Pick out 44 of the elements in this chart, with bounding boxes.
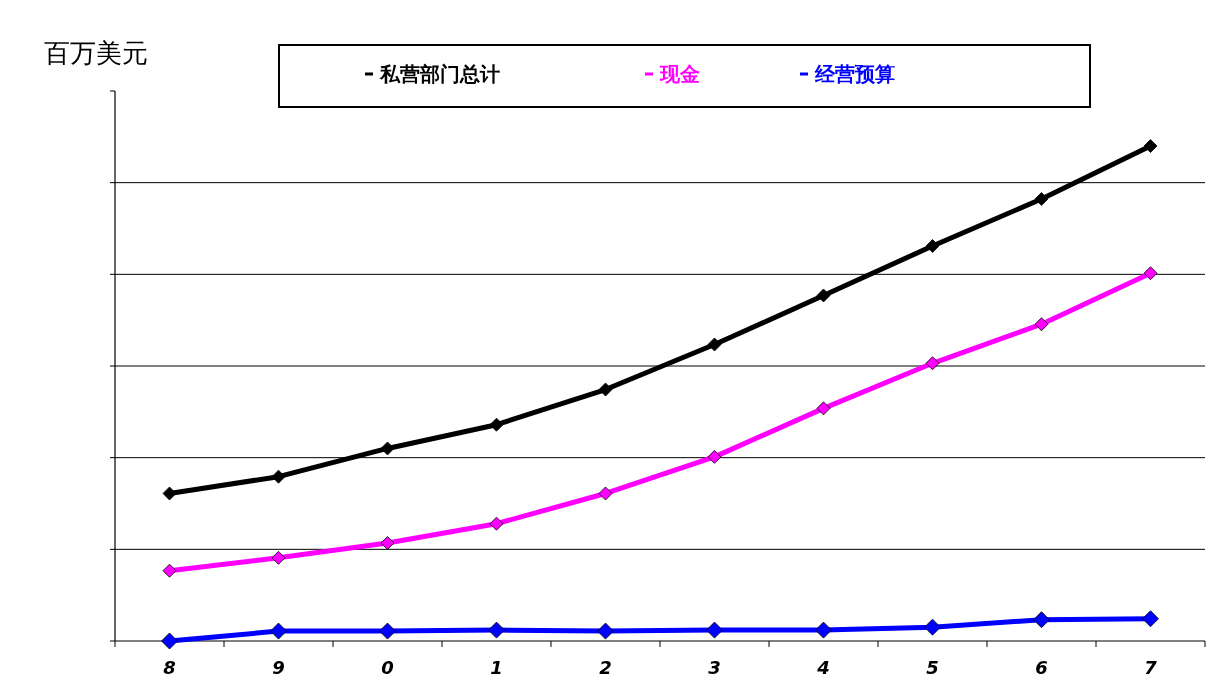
legend-label: 私营部门总计 [379,62,500,86]
legend-label: 经营预算 [814,62,895,86]
x-tick-label: 7 [1144,657,1158,678]
point [598,486,613,501]
point [380,536,395,550]
point [707,337,722,352]
point [380,441,395,456]
point [1143,139,1158,153]
point [597,622,614,640]
point [1143,266,1158,281]
point [270,622,287,640]
x-tick-label: 4 [816,657,830,678]
x-tick-label: 6 [1035,657,1048,678]
point [162,486,177,501]
point [924,618,941,636]
point [489,417,504,432]
point [707,449,722,464]
point [816,401,831,416]
x-tick-label: 3 [708,657,721,678]
x-tick-label: 0 [381,657,394,678]
y-axis-title: 百万美元 [44,38,148,68]
x-tick-label: 2 [599,657,612,678]
point [598,382,613,397]
x-tick-label: 5 [926,657,939,678]
point [379,622,396,640]
point [1033,611,1050,629]
point [925,239,940,253]
legend-label: 现金 [659,62,700,86]
point [271,550,286,565]
point [815,621,832,639]
point [161,632,178,650]
point [816,288,831,303]
point [1034,192,1049,206]
point [1142,610,1159,628]
point [489,516,504,531]
point [925,356,940,371]
point [1034,317,1049,332]
x-tick-label: 9 [272,657,285,678]
x-tick-label: 1 [490,657,503,678]
point [706,621,723,639]
point [271,469,286,484]
point [488,621,505,639]
point [162,563,177,578]
x-tick-label: 8 [163,657,176,678]
